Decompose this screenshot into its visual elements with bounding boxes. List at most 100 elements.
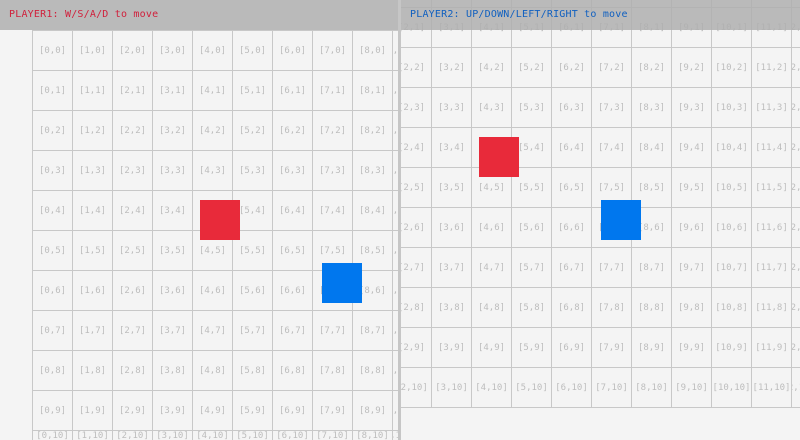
grid-cell: [5,10] [232, 430, 272, 440]
grid-cell: [3,3] [431, 87, 471, 127]
grid-cell: [9,10] [392, 430, 398, 440]
grid-cell: [4,3] [471, 87, 511, 127]
grid-cell: [0,2] [32, 110, 72, 150]
grid-cell: [4,7] [192, 310, 232, 350]
grid-cell: [0,7] [32, 310, 72, 350]
grid-cell: [4,8] [192, 350, 232, 390]
grid-cell: [7,3] [312, 150, 352, 190]
grid-cell: [2,2] [401, 47, 431, 87]
grid-cell: [6,3] [272, 150, 312, 190]
grid-cell: [2,8] [401, 287, 431, 327]
grid-cell: [1,5] [72, 230, 112, 270]
grid-cell: [5,8] [511, 287, 551, 327]
grid-cell: [4,9] [192, 390, 232, 430]
grid-cell: [6,6] [272, 270, 312, 310]
grid-cell: [6,6] [551, 207, 591, 247]
grid-cell: [4,7] [471, 247, 511, 287]
grid-cell: [2,7] [401, 247, 431, 287]
grid-cell: [11,9] [751, 327, 791, 367]
grid-cell: [2,6] [112, 270, 152, 310]
grid-cell: [5,3] [232, 150, 272, 190]
player1-hud: PLAYER1: W/S/A/D to move [0, 0, 398, 30]
grid-cell: [3,10] [152, 430, 192, 440]
grid-cell: [1,3] [72, 150, 112, 190]
grid-cell: [7,9] [312, 390, 352, 430]
grid-cell: [11,6] [751, 207, 791, 247]
grid-cell: [9,9] [392, 390, 398, 430]
grid-cell: [7,2] [312, 110, 352, 150]
grid-cell: [8,7] [631, 247, 671, 287]
grid-cell: [8,0] [352, 30, 392, 70]
grid-cell: [1,7] [72, 310, 112, 350]
grid-cell: [5,8] [232, 350, 272, 390]
grid-cell: [8,8] [352, 350, 392, 390]
player1-avatar [479, 137, 519, 177]
grid-cell: [5,2] [232, 110, 272, 150]
grid-cell: [3,8] [152, 350, 192, 390]
grid-cell: [7,7] [591, 247, 631, 287]
grid-cell: [6,5] [551, 167, 591, 207]
player2-avatar [601, 200, 641, 240]
grid-cell: [6,0] [272, 30, 312, 70]
grid-cell: [9,10] [671, 367, 711, 407]
grid-cell: [9,5] [392, 230, 398, 270]
grid-cell: [9,8] [392, 350, 398, 390]
grid-cell: [9,6] [392, 270, 398, 310]
grid-cell: [2,0] [112, 30, 152, 70]
grid-cell: [6,9] [551, 327, 591, 367]
player2-viewport: [0,0][1,0][2,0][3,0][4,0][5,0][6,0][7,0]… [401, 0, 800, 440]
grid-cell: [0,0] [32, 30, 72, 70]
grid-cell: [7,2] [591, 47, 631, 87]
grid-cell: [6,5] [272, 230, 312, 270]
grid-cell: [9,1] [392, 70, 398, 110]
grid-cell: [4,1] [192, 70, 232, 110]
grid-cell: [6,2] [551, 47, 591, 87]
grid-cell: [9,3] [671, 87, 711, 127]
grid-cell: [6,10] [551, 367, 591, 407]
grid-cell: [3,5] [152, 230, 192, 270]
grid-cell: [3,2] [431, 47, 471, 87]
grid-cell: [12,3] [791, 87, 800, 127]
grid-cell: [10,5] [711, 167, 751, 207]
grid-cell: [3,5] [431, 167, 471, 207]
grid-cell: [5,1] [232, 70, 272, 110]
grid-cell: [0,9] [32, 390, 72, 430]
grid-cell: [3,4] [152, 190, 192, 230]
grid-cell: [6,9] [272, 390, 312, 430]
grid-cell: [9,6] [671, 207, 711, 247]
grid-cell: [6,3] [551, 87, 591, 127]
grid-cell: [3,3] [152, 150, 192, 190]
grid-cell: [1,1] [72, 70, 112, 110]
grid-cell: [5,10] [511, 367, 551, 407]
grid-edge [401, 407, 800, 408]
grid-cell: [3,10] [431, 367, 471, 407]
grid-cell: [1,8] [72, 350, 112, 390]
grid-cell: [6,1] [272, 70, 312, 110]
grid-cell: [4,10] [192, 430, 232, 440]
grid-cell: [8,5] [631, 167, 671, 207]
grid-cell: [10,2] [711, 47, 751, 87]
player2-avatar [322, 263, 362, 303]
grid-cell: [9,0] [392, 30, 398, 70]
grid-cell: [3,7] [152, 310, 192, 350]
grid-cell: [2,5] [401, 167, 431, 207]
grid-cell: [5,9] [511, 327, 551, 367]
grid-cell: [0,1] [32, 70, 72, 110]
grid-cell: [11,10] [751, 367, 791, 407]
player1-avatar [200, 200, 240, 240]
grid-cell: [12,7] [791, 247, 800, 287]
grid-cell: [9,9] [671, 327, 711, 367]
grid-cell: [11,7] [751, 247, 791, 287]
grid-cell: [5,6] [511, 207, 551, 247]
grid-cell: [7,8] [312, 350, 352, 390]
grid-cell: [0,5] [32, 230, 72, 270]
grid-cell: [2,6] [401, 207, 431, 247]
grid-cell: [7,9] [591, 327, 631, 367]
grid-cell: [7,0] [312, 30, 352, 70]
grid-cell: [6,8] [272, 350, 312, 390]
grid-cell: [7,8] [591, 287, 631, 327]
grid-cell: [4,2] [471, 47, 511, 87]
grid-cell: [7,1] [312, 70, 352, 110]
grid-cell: [4,6] [192, 270, 232, 310]
grid-cell: [8,4] [352, 190, 392, 230]
